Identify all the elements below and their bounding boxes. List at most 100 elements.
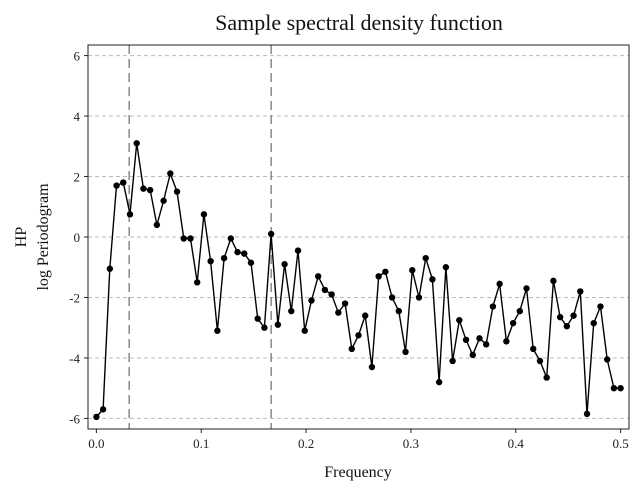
- data-point-56: [469, 351, 476, 359]
- data-point-13: [180, 235, 187, 242]
- data-point-60: [496, 280, 503, 288]
- data-point-52: [442, 264, 450, 271]
- data-point-54: [456, 316, 463, 324]
- data-point-11: [167, 170, 174, 177]
- chart-title: Sample spectral density function: [215, 10, 503, 35]
- data-point-57: [476, 335, 483, 342]
- data-point-76: [603, 356, 611, 363]
- data-point-25: [261, 324, 268, 331]
- x-tick-label-4: 0.4: [508, 436, 525, 451]
- data-point-74: [590, 319, 597, 327]
- data-point-17: [207, 257, 214, 265]
- data-point-3: [113, 182, 120, 189]
- x-axis-label: Frequency: [324, 464, 392, 481]
- y-tick-label-1: -4: [69, 351, 80, 366]
- data-point-75: [597, 303, 604, 310]
- data-point-31: [301, 327, 308, 334]
- data-point-40: [362, 312, 369, 319]
- data-point-66: [536, 357, 544, 365]
- data-point-55: [462, 336, 470, 344]
- data-point-78: [617, 384, 624, 392]
- data-point-73: [583, 410, 591, 418]
- data-point-10: [160, 197, 167, 204]
- data-point-62: [509, 319, 517, 327]
- data-point-1: [99, 406, 107, 413]
- data-point-50: [429, 276, 436, 283]
- data-point-68: [550, 277, 557, 285]
- reference-lines: [128, 45, 272, 429]
- data-point-33: [314, 273, 322, 280]
- data-point-14: [187, 235, 194, 242]
- data-point-36: [335, 309, 342, 316]
- data-point-77: [610, 384, 618, 392]
- data-point-69: [556, 313, 564, 321]
- data-point-42: [375, 273, 382, 280]
- data-point-7: [140, 185, 147, 192]
- data-point-21: [234, 248, 241, 256]
- data-point-9: [153, 221, 161, 229]
- data-point-49: [422, 254, 429, 262]
- y-tick-label-2: -2: [69, 290, 80, 305]
- data-point-16: [200, 211, 208, 218]
- data-point-53: [449, 357, 456, 365]
- data-point-64: [523, 285, 530, 292]
- data-point-2: [106, 265, 114, 272]
- data-point-67: [543, 374, 550, 381]
- data-point-51: [435, 378, 443, 386]
- x-tick-label-0: 0.0: [88, 436, 104, 451]
- data-point-65: [530, 345, 537, 353]
- data-point-39: [355, 332, 362, 339]
- data-point-6: [133, 140, 140, 147]
- data-point-61: [503, 338, 510, 345]
- data-point-59: [489, 303, 497, 310]
- data-point-18: [214, 327, 221, 334]
- y-tick-label-3: 0: [74, 230, 81, 245]
- data-point-48: [415, 294, 423, 301]
- y-tick-label-0: -6: [69, 411, 80, 426]
- data-point-5: [126, 211, 134, 218]
- data-point-34: [321, 286, 329, 294]
- data-point-70: [563, 322, 571, 330]
- y-tick-label-6: 6: [74, 49, 81, 64]
- y-tick-label-4: 2: [74, 170, 81, 185]
- x-tick-label-2: 0.2: [298, 436, 314, 451]
- x-tick-label-3: 0.3: [403, 436, 419, 451]
- y-axis-label-line1: HP: [13, 227, 30, 248]
- data-point-43: [382, 268, 389, 275]
- data-point-26: [267, 230, 275, 238]
- data-point-35: [328, 291, 335, 298]
- data-point-58: [482, 341, 490, 348]
- data-point-29: [288, 307, 295, 315]
- data-points: [93, 140, 624, 421]
- y-axis-label-line2: log Periodogram: [35, 183, 52, 291]
- data-point-28: [281, 261, 288, 268]
- data-point-15: [193, 279, 201, 286]
- x-tick-label-1: 0.1: [193, 436, 209, 451]
- data-point-44: [388, 294, 396, 301]
- data-point-12: [173, 188, 181, 195]
- x-axis-ticks: 0.0 0.1 0.2 0.3 0.4 0.5: [88, 429, 629, 451]
- data-point-8: [146, 186, 154, 194]
- data-point-47: [409, 267, 416, 274]
- data-point-63: [516, 307, 524, 315]
- x-tick-label-5: 0.5: [612, 436, 628, 451]
- series-line: [95, 143, 621, 418]
- data-point-0: [93, 413, 100, 421]
- data-point-4: [120, 179, 127, 186]
- data-point-41: [368, 363, 376, 371]
- data-point-23: [247, 259, 255, 266]
- y-axis-ticks: -6 -4 -2 0 2 4 6: [69, 49, 88, 426]
- y-tick-label-5: 4: [74, 109, 81, 124]
- data-point-71: [570, 312, 577, 319]
- data-point-72: [577, 288, 584, 295]
- data-point-30: [294, 247, 302, 254]
- data-point-19: [220, 254, 228, 262]
- plot-frame: [87, 44, 630, 430]
- data-point-45: [395, 307, 403, 315]
- data-point-38: [348, 345, 355, 353]
- data-point-32: [308, 297, 315, 304]
- data-point-46: [402, 348, 409, 356]
- data-point-20: [227, 235, 235, 242]
- data-point-24: [254, 315, 261, 322]
